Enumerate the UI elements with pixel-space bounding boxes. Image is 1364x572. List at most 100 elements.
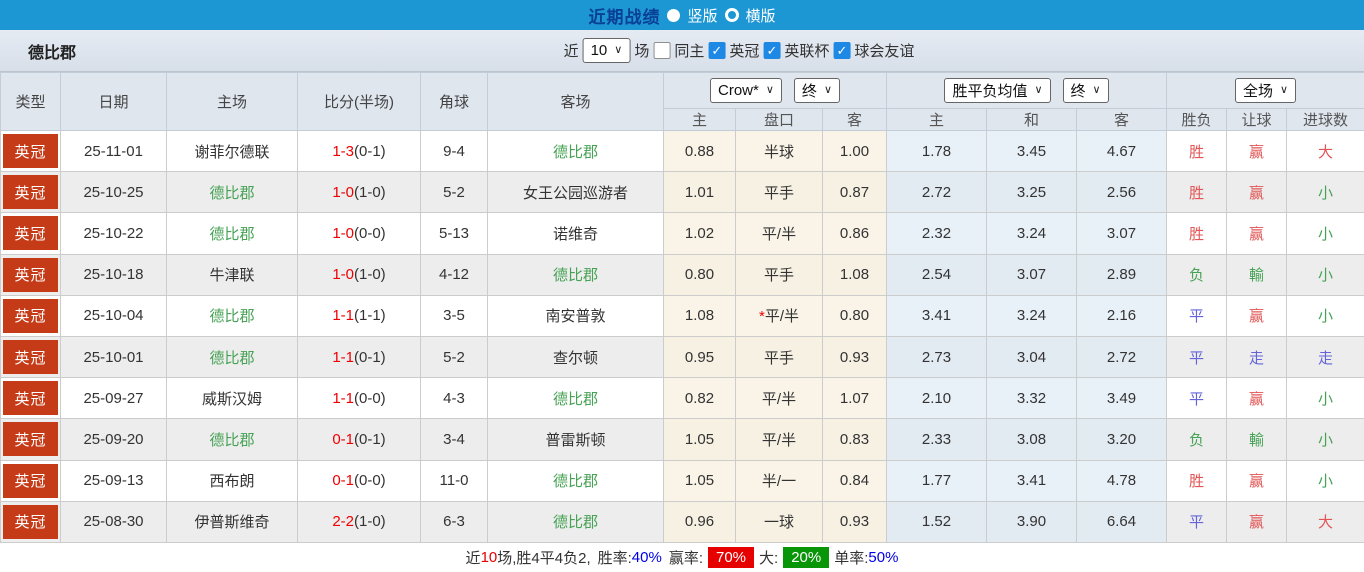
col-header-away: 客场 bbox=[487, 72, 664, 131]
euro-away-odds: 2.16 bbox=[1076, 294, 1168, 337]
euro-odds-select[interactable]: 胜平负均值 ∨ bbox=[944, 78, 1051, 103]
top-bar: 近期战绩 竖版 横版 bbox=[0, 0, 1364, 30]
euro-home-odds: 2.73 bbox=[886, 335, 988, 379]
euro-draw-odds: 3.45 bbox=[986, 129, 1078, 173]
away-team: 南安普敦 bbox=[487, 294, 664, 337]
ah-rate-label: 赢率: bbox=[668, 549, 703, 567]
result-wdl: 胜 bbox=[1166, 212, 1228, 255]
col-header-date: 日期 bbox=[60, 72, 167, 131]
ah-home-odds: 0.80 bbox=[663, 253, 736, 296]
half-time-score: (1-0) bbox=[354, 513, 386, 531]
filter-checkbox-league-cup[interactable]: ✓ bbox=[763, 42, 781, 59]
half-time-score: (0-1) bbox=[354, 142, 386, 160]
recent-count-select[interactable]: 10 ∨ bbox=[582, 38, 631, 63]
euro-time-select[interactable]: 终 ∨ bbox=[1062, 78, 1109, 103]
summary-footer: 近 10 场,胜4平4负2, 胜率: 40% 赢率: 70% 大: 20% 单率: 50% bbox=[0, 542, 1364, 572]
ah-line: 半/一 bbox=[761, 473, 797, 491]
score-cell: 1-1(0-1) bbox=[297, 335, 421, 379]
corner-score: 3-5 bbox=[420, 294, 488, 337]
score-cell: 1-0(1-0) bbox=[297, 253, 421, 296]
goal-scope-value: 全场 bbox=[1243, 83, 1274, 100]
home-team: 伊普斯维奇 bbox=[166, 500, 298, 543]
ah-line: 平手 bbox=[763, 267, 794, 285]
odds-time-select[interactable]: 终 ∨ bbox=[793, 78, 840, 103]
euro-home-odds: 2.72 bbox=[886, 171, 988, 214]
layout-vertical-radio[interactable] bbox=[667, 8, 681, 22]
single-rate-label: 单率: bbox=[834, 549, 869, 567]
ah-home-odds: 0.96 bbox=[663, 500, 736, 543]
result-section: 全场 ∨ bbox=[1166, 72, 1364, 109]
league-cell: 英冠 bbox=[0, 129, 61, 173]
result-wdl: 胜 bbox=[1166, 459, 1228, 502]
result-handicap: 赢 bbox=[1226, 294, 1288, 337]
ah-line: 一球 bbox=[763, 514, 794, 532]
full-time-score: 1-1 bbox=[332, 307, 354, 325]
half-time-score: (1-1) bbox=[354, 307, 386, 325]
ah-away-odds: 1.07 bbox=[821, 377, 888, 420]
full-time-score: 1-0 bbox=[332, 266, 354, 284]
layout-vertical-label[interactable]: 竖版 bbox=[687, 7, 718, 25]
home-team: 威斯汉姆 bbox=[166, 377, 298, 420]
league-badge: 英冠 bbox=[3, 175, 58, 210]
layout-horizontal-label[interactable]: 横版 bbox=[745, 7, 776, 25]
table-row: 英冠 25-10-22 德比郡 1-0(0-0) 5-13 诺维奇 1.02 平… bbox=[0, 212, 1364, 255]
table-row: 英冠 25-10-25 德比郡 1-0(1-0) 5-2 女王公园巡游者 1.0… bbox=[0, 171, 1364, 214]
ah-rate-value: 70% bbox=[708, 546, 755, 568]
result-handicap: 赢 bbox=[1226, 377, 1288, 420]
table-row: 英冠 25-10-01 德比郡 1-1(0-1) 5-2 查尔顿 0.95 平手… bbox=[0, 335, 1364, 379]
filter-bar: 德比郡 近 10 ∨ 场 同主 ✓ 英冠 ✓ 英联杯 ✓ 球会友谊 bbox=[0, 30, 1364, 72]
half-time-score: (0-0) bbox=[354, 472, 386, 490]
euro-away-odds: 6.64 bbox=[1076, 500, 1168, 543]
result-goals: 走 bbox=[1286, 335, 1364, 379]
result-handicap: 走 bbox=[1226, 335, 1288, 379]
layout-horizontal-radio[interactable] bbox=[724, 8, 739, 22]
league-badge: 英冠 bbox=[3, 463, 58, 498]
filter-label-league-cup[interactable]: 英联杯 bbox=[784, 43, 830, 60]
league-cell: 英冠 bbox=[0, 253, 61, 296]
euro-odds-value: 胜平负均值 bbox=[952, 83, 1028, 100]
filter-checkbox-league[interactable]: ✓ bbox=[708, 42, 726, 59]
result-handicap: 赢 bbox=[1226, 500, 1288, 543]
euro-home-odds: 2.32 bbox=[886, 212, 988, 255]
corner-score: 5-13 bbox=[420, 212, 488, 255]
corner-score: 9-4 bbox=[420, 129, 488, 173]
odds-company-select[interactable]: Crow* ∨ bbox=[710, 78, 782, 103]
ah-away-odds: 1.08 bbox=[821, 253, 888, 296]
euro-home-odds: 1.52 bbox=[886, 500, 988, 543]
filter-checkbox-friendly[interactable]: ✓ bbox=[833, 42, 851, 59]
chevron-down-icon: ∨ bbox=[1034, 84, 1043, 96]
same-home-checkbox[interactable] bbox=[653, 42, 671, 59]
home-team: 德比郡 bbox=[166, 335, 298, 379]
score-cell: 0-1(0-1) bbox=[297, 418, 421, 461]
same-home-label[interactable]: 同主 bbox=[674, 43, 705, 60]
table-row: 英冠 25-10-04 德比郡 1-1(1-1) 3-5 南安普敦 1.08 *… bbox=[0, 294, 1364, 337]
league-badge: 英冠 bbox=[3, 381, 58, 416]
home-team: 德比郡 bbox=[166, 212, 298, 255]
ah-line: 平手 bbox=[763, 349, 794, 367]
home-team: 牛津联 bbox=[166, 253, 298, 296]
match-date: 25-09-13 bbox=[60, 459, 167, 502]
match-date: 25-10-22 bbox=[60, 212, 167, 255]
odds-time-value: 终 bbox=[801, 83, 817, 100]
euro-draw-odds: 3.41 bbox=[986, 459, 1078, 502]
col-header-type: 类型 bbox=[0, 72, 61, 131]
goal-scope-select[interactable]: 全场 ∨ bbox=[1235, 78, 1297, 103]
full-time-score: 1-1 bbox=[332, 348, 354, 366]
filter-label-league[interactable]: 英冠 bbox=[729, 43, 760, 60]
euro-draw-odds: 3.07 bbox=[986, 253, 1078, 296]
subcol-result-wdl: 胜负 bbox=[1166, 108, 1228, 131]
result-wdl: 负 bbox=[1166, 253, 1228, 296]
league-cell: 英冠 bbox=[0, 171, 61, 214]
ah-home-odds: 0.95 bbox=[663, 335, 736, 379]
away-team: 德比郡 bbox=[487, 377, 664, 420]
away-team: 德比郡 bbox=[487, 459, 664, 502]
subcol-result-goals: 进球数 bbox=[1286, 108, 1364, 131]
team-name: 德比郡 bbox=[28, 44, 77, 62]
league-cell: 英冠 bbox=[0, 377, 61, 420]
euro-home-odds: 2.33 bbox=[886, 418, 988, 461]
ah-line-cell: 半/一 bbox=[735, 459, 823, 502]
result-goals: 小 bbox=[1286, 212, 1364, 255]
filter-label-friendly[interactable]: 球会友谊 bbox=[854, 43, 915, 60]
odds-company-value: Crow* bbox=[718, 82, 759, 99]
corner-score: 5-2 bbox=[420, 335, 488, 379]
